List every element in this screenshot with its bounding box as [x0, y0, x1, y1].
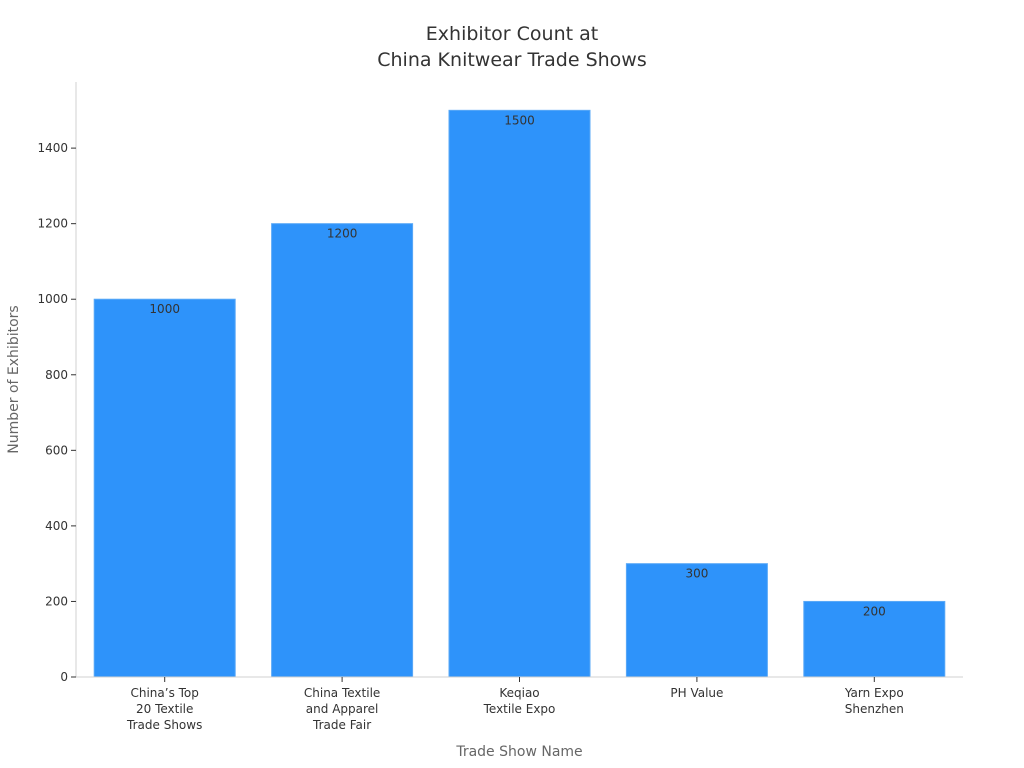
data-label: 200: [863, 604, 886, 618]
x-tick-label: PH Value: [670, 686, 723, 700]
bar: [448, 109, 591, 678]
x-tick-label: Textile Expo: [483, 702, 556, 716]
x-tick-label: Yarn Expo: [844, 686, 904, 700]
bar: [803, 600, 946, 678]
bars: [93, 109, 946, 678]
y-axis-label: Number of Exhibitors: [6, 305, 22, 453]
x-tick-label: 20 Textile: [136, 702, 193, 716]
bar: [93, 298, 236, 678]
x-tick-label: Shenzhen: [845, 702, 904, 716]
data-label: 1000: [149, 302, 180, 316]
chart-title-line: Exhibitor Count at: [426, 23, 598, 45]
data-labels: 1000 1200 1500 300 200: [149, 113, 885, 618]
chart-title-line: China Knitwear Trade Shows: [377, 49, 647, 71]
y-ticks: 0 200 400 600 800 1000 1200 1400: [37, 141, 76, 684]
y-tick-label: 1400: [37, 141, 68, 155]
x-tick-label: Trade Shows: [126, 718, 202, 732]
y-tick-label: 600: [45, 443, 68, 457]
x-tick-label: Trade Fair: [312, 718, 371, 732]
bar: [625, 563, 768, 678]
data-label: 1200: [327, 227, 358, 241]
y-tick-label: 800: [45, 368, 68, 382]
chart-title: Exhibitor Count at China Knitwear Trade S…: [377, 23, 647, 71]
x-tick-label: China Textile: [304, 686, 380, 700]
y-tick-label: 0: [60, 670, 68, 684]
y-tick-label: 1000: [37, 292, 68, 306]
y-tick-label: 200: [45, 594, 68, 608]
data-label: 300: [685, 567, 708, 581]
x-ticks: China’s Top 20 Textile Trade Shows China Te…: [126, 677, 904, 732]
bar: [271, 223, 414, 678]
x-tick-label: China’s Top: [130, 686, 198, 700]
y-tick-label: 400: [45, 519, 68, 533]
y-tick-label: 1200: [37, 217, 68, 231]
x-axis-label: Trade Show Name: [455, 744, 582, 760]
data-label: 1500: [504, 113, 535, 127]
x-tick-label: and Apparel: [306, 702, 379, 716]
x-tick-label: Keqiao: [499, 686, 539, 700]
